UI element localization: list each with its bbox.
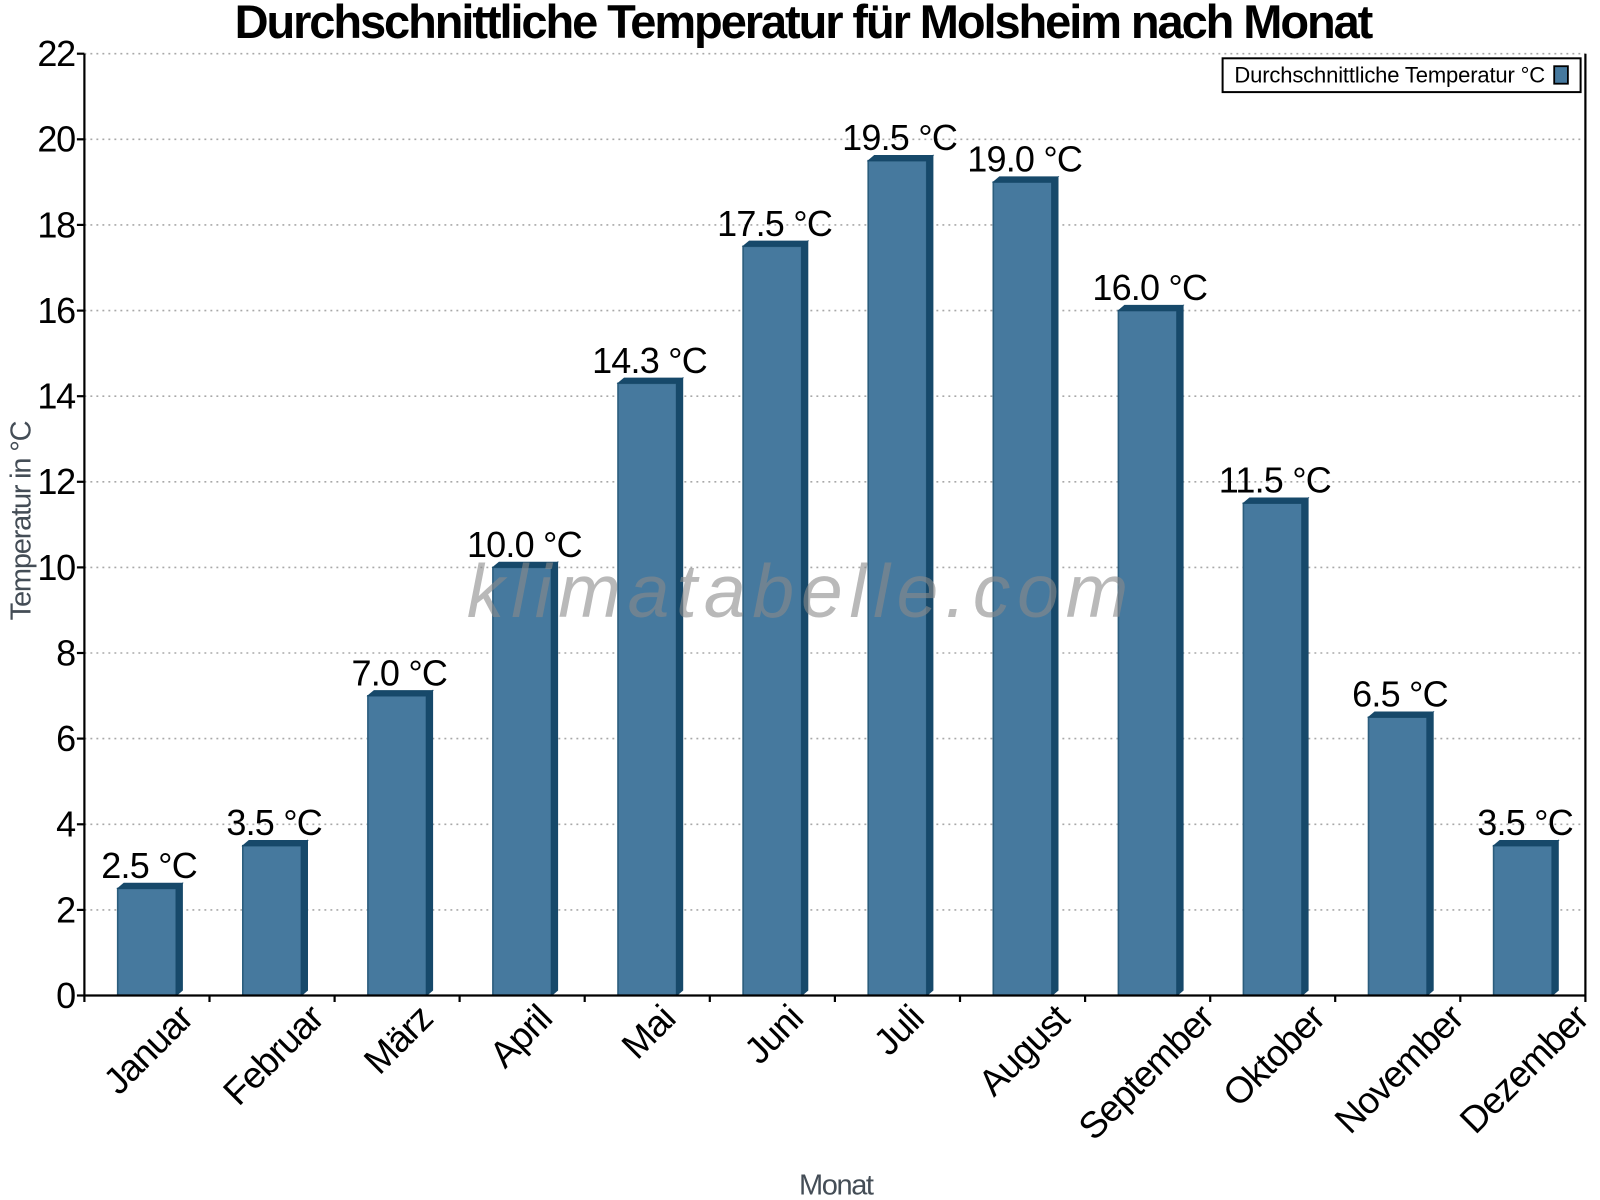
svg-text:10.0 °C: 10.0 °C <box>467 524 582 565</box>
svg-text:Monat: Monat <box>799 1169 874 1200</box>
svg-text:16: 16 <box>37 290 75 331</box>
svg-text:19.5 °C: 19.5 °C <box>842 117 957 158</box>
svg-text:11.5 °C: 11.5 °C <box>1219 460 1331 501</box>
svg-text:20: 20 <box>37 119 75 160</box>
svg-text:17.5 °C: 17.5 °C <box>717 203 832 244</box>
svg-text:16.0 °C: 16.0 °C <box>1092 267 1207 308</box>
svg-text:10: 10 <box>37 547 75 588</box>
svg-text:2.5 °C: 2.5 °C <box>101 845 197 886</box>
svg-text:Temperatur in °C: Temperatur in °C <box>6 421 38 620</box>
svg-text:18: 18 <box>37 204 75 245</box>
svg-text:14.3 °C: 14.3 °C <box>592 340 707 381</box>
svg-text:Durchschnittliche Temperatur °: Durchschnittliche Temperatur °C <box>1234 63 1545 88</box>
svg-text:6: 6 <box>56 718 75 759</box>
svg-text:14: 14 <box>37 376 75 417</box>
svg-text:4: 4 <box>56 804 75 845</box>
svg-text:2: 2 <box>56 889 75 930</box>
svg-text:22: 22 <box>37 33 75 74</box>
svg-text:19.0 °C: 19.0 °C <box>967 139 1082 180</box>
svg-text:7.0 °C: 7.0 °C <box>351 652 447 693</box>
svg-text:0: 0 <box>56 975 75 1016</box>
svg-text:Durchschnittliche Temperatur f: Durchschnittliche Temperatur für Molshei… <box>235 0 1374 48</box>
svg-text:12: 12 <box>37 461 75 502</box>
svg-text:3.5 °C: 3.5 °C <box>1477 802 1573 843</box>
svg-text:8: 8 <box>56 632 75 673</box>
svg-text:6.5 °C: 6.5 °C <box>1352 674 1448 715</box>
svg-text:3.5 °C: 3.5 °C <box>226 802 322 843</box>
svg-text:klimatabelle.com: klimatabelle.com <box>467 549 1135 633</box>
